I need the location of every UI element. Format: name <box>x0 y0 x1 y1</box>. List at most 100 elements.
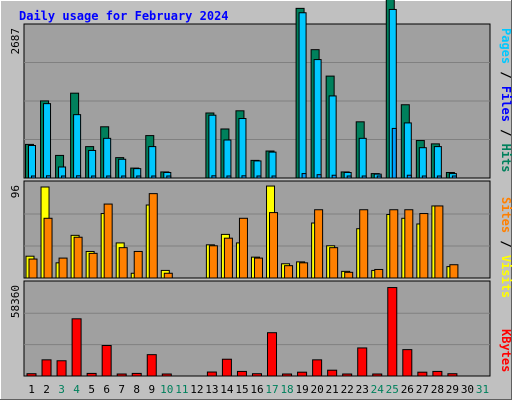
bar-sites-day-24 <box>374 268 384 279</box>
bar-pages-day-25 <box>391 127 397 179</box>
x-tick-label-day-27: 27 <box>416 383 429 396</box>
legend-hits-files-pages: Pages / Files / Hits <box>499 28 512 173</box>
bar-kbytes-day-5 <box>86 372 97 377</box>
x-tick-label-day-24: 24 <box>371 383 385 396</box>
bar-files-day-28 <box>433 146 442 179</box>
bar-files-day-6 <box>103 137 112 179</box>
x-tick-label-day-11: 11 <box>175 383 188 396</box>
legend-pages: Pages <box>499 28 512 64</box>
bar-sites-day-4 <box>73 236 83 279</box>
panel-kbytes: 58360 <box>9 280 491 377</box>
x-tick-label-day-1: 1 <box>28 383 35 396</box>
bar-kbytes-day-29 <box>447 373 458 377</box>
bar-pages-day-19 <box>301 173 307 179</box>
x-tick-label-day-28: 28 <box>431 383 444 396</box>
bar-kbytes-day-3 <box>56 360 67 377</box>
x-tick-label-day-17: 17 <box>265 383 278 396</box>
bar-kbytes-day-21 <box>327 369 338 377</box>
bar-pages-day-7 <box>121 175 127 179</box>
x-tick-label-day-7: 7 <box>118 383 125 396</box>
bar-kbytes-day-24 <box>372 373 383 377</box>
bar-sites-day-9 <box>148 193 158 279</box>
bar-sites-day-28 <box>434 205 444 279</box>
legend-files: Files <box>499 86 512 122</box>
bar-kbytes-day-17 <box>267 332 278 377</box>
bar-pages-day-17 <box>271 175 277 179</box>
bar-pages-day-13 <box>211 175 217 179</box>
x-tick-label-day-29: 29 <box>446 383 459 396</box>
x-tick-label-day-22: 22 <box>341 383 354 396</box>
bar-sites-day-14 <box>223 237 233 279</box>
bar-files-day-16 <box>253 160 262 179</box>
bar-pages-day-29 <box>451 175 457 179</box>
bar-sites-day-13 <box>208 245 218 279</box>
bar-pages-day-1 <box>31 175 36 179</box>
legend-hits: Hits <box>499 144 512 173</box>
bar-kbytes-day-27 <box>417 371 428 377</box>
bar-pages-day-5 <box>91 175 97 179</box>
x-tick-label-day-20: 20 <box>311 383 324 396</box>
legend-visits-sites: Sites / Visits <box>499 197 512 298</box>
y-max-label: 2687 <box>9 28 22 55</box>
legend-kbytes-label: KBytes <box>499 329 512 372</box>
bar-sites-day-29 <box>449 264 459 279</box>
bar-files-day-5 <box>88 149 97 179</box>
bar-pages-day-2 <box>46 175 52 179</box>
bar-files-day-20 <box>313 59 322 179</box>
bar-kbytes-day-15 <box>236 370 247 377</box>
bar-files-day-13 <box>208 114 217 179</box>
bar-sites-day-19 <box>299 262 309 279</box>
x-tick-label-day-4: 4 <box>73 383 80 396</box>
bar-pages-day-8 <box>136 175 142 179</box>
legend-sites: Sites <box>499 197 512 233</box>
x-tick-label-day-12: 12 <box>190 383 203 396</box>
bar-files-day-27 <box>418 147 427 179</box>
bar-files-day-21 <box>328 95 337 179</box>
bar-files-day-23 <box>358 137 367 179</box>
bar-files-day-26 <box>403 122 412 179</box>
bar-kbytes-day-2 <box>41 359 52 377</box>
bar-kbytes-day-23 <box>357 347 368 377</box>
bar-pages-day-22 <box>346 175 352 179</box>
bar-kbytes-day-14 <box>221 358 232 377</box>
bar-sites-day-25 <box>389 209 399 279</box>
bar-kbytes-day-28 <box>432 370 443 377</box>
x-tick-label-day-25: 25 <box>386 383 399 396</box>
bar-kbytes-day-25 <box>387 287 398 377</box>
x-tick-label-day-2: 2 <box>43 383 50 396</box>
chart-title: Daily usage for February 2024 <box>19 9 229 23</box>
bar-kbytes-day-16 <box>251 373 262 377</box>
x-tick-label-day-14: 14 <box>220 383 234 396</box>
bar-sites-day-6 <box>103 203 113 279</box>
bar-sites-day-20 <box>314 209 324 279</box>
bar-pages-day-21 <box>331 174 337 179</box>
chart-panels: 2687 96 58360 <box>9 0 491 377</box>
bar-pages-day-4 <box>76 175 82 179</box>
x-tick-label-day-23: 23 <box>356 383 369 396</box>
bar-pages-day-23 <box>361 175 367 179</box>
bar-files-day-9 <box>148 146 157 179</box>
bar-pages-day-14 <box>226 175 232 179</box>
bar-kbytes-day-26 <box>402 349 413 377</box>
x-tick-label-day-30: 30 <box>461 383 474 396</box>
bar-pages-day-27 <box>421 175 427 179</box>
x-axis-labels: 1 2 3 4 5 6 7 8 9 10 11 12 13 14 15 16 17 18 19 20 21 22 23 24 2… <box>28 383 489 396</box>
bar-kbytes-day-22 <box>342 373 353 377</box>
bar-pages-day-16 <box>256 175 262 179</box>
bar-sites-day-22 <box>344 271 354 279</box>
bar-sites-day-15 <box>238 217 248 279</box>
bar-pages-day-10 <box>166 175 172 179</box>
bar-sites-day-17 <box>269 212 279 279</box>
x-tick-label-day-6: 6 <box>103 383 110 396</box>
bar-kbytes-day-10 <box>161 373 172 377</box>
bar-files-day-19 <box>298 12 307 179</box>
bar-sites-day-2 <box>43 217 53 279</box>
bar-pages-day-9 <box>151 175 157 179</box>
bar-kbytes-day-20 <box>312 359 323 377</box>
x-tick-label-day-18: 18 <box>280 383 293 396</box>
legend-separator: / <box>499 233 512 255</box>
panel-visits-sites: 96 <box>9 180 491 279</box>
bar-kbytes-day-19 <box>297 371 308 377</box>
plot-area <box>23 280 491 377</box>
